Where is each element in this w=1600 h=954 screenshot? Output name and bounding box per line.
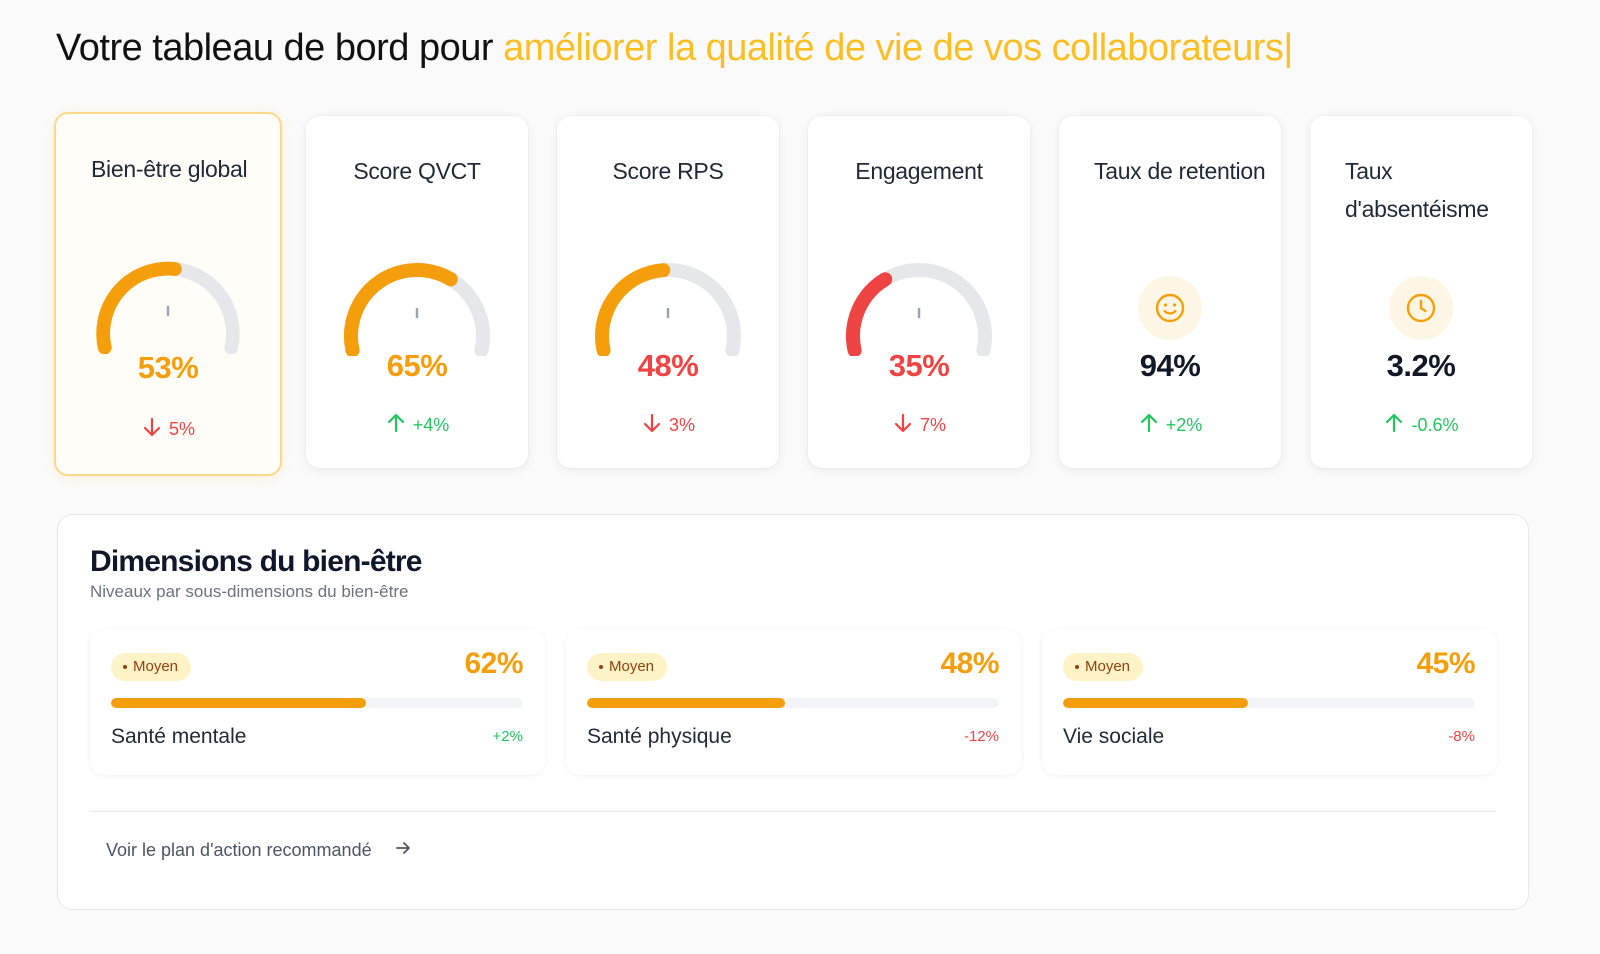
kpi-value: 94% [1139,348,1201,383]
kpi-cards: Bien-être global 53% 5% Score QVCT 65% +… [54,112,1562,480]
kpi-delta-value: 7% [919,415,946,435]
gauge [344,263,490,356]
kpi-delta: +2% [1059,412,1281,439]
gauge [595,263,741,356]
title-prefix: Votre tableau de bord pour [56,27,494,69]
progress-fill [1063,698,1249,708]
gauge-fill [344,263,458,356]
dot-icon [123,665,127,669]
page-title: Votre tableau de bord pour améliorer la … [56,22,1293,74]
gauge [846,263,992,356]
kpi-card-retention[interactable]: Taux de retention 94% +2% [1059,116,1281,468]
dimension-percent: 45% [1416,647,1475,680]
progress-bar [587,698,999,708]
progress-fill [587,698,785,708]
progress-fill [111,698,367,708]
kpi-value: 65% [386,348,448,383]
gauge [96,261,240,354]
badge-label: Moyen [609,658,655,675]
kpi-delta: -0.6% [1310,412,1532,439]
divider [90,811,1496,812]
badge-label: Moyen [133,658,179,675]
kpi-card-absenteisme[interactable]: Taux d'absentéisme 3.2% -0.6% [1310,116,1532,468]
clock-icon [1389,276,1453,340]
typing-caret: | [1283,27,1293,69]
arrow-down-icon [892,412,914,439]
kpi-delta: 5% [56,416,280,443]
kpi-title: Taux d'absentéisme [1345,158,1489,222]
kpi-value: 35% [888,348,950,383]
dot-icon [599,665,603,669]
dimension-card-sante-mentale[interactable]: Moyen 62% Santé mentale +2% [90,629,545,775]
action-plan-link[interactable]: Voir le plan d'action recommandé [106,839,412,862]
progress-bar [111,698,523,708]
status-badge: Moyen [1063,653,1144,681]
dimension-percent: 48% [940,647,999,680]
kpi-card-qvct[interactable]: Score QVCT 65% +4% [306,116,528,468]
arrow-up-icon [1383,412,1405,439]
kpi-delta: 7% [808,412,1030,439]
section-subtitle: Niveaux par sous-dimensions du bien-être [90,582,409,601]
kpi-delta: 3% [557,412,779,439]
kpi-title: Score QVCT [353,158,481,184]
kpi-title: Bien-être global [91,156,248,182]
gauge-fill [595,263,671,356]
dimension-name: Vie sociale [1063,725,1165,748]
gauge-fill [846,272,893,356]
kpi-delta-value: +4% [412,415,450,435]
dimension-change: -8% [1448,728,1475,745]
kpi-delta-value: 5% [168,419,195,439]
dimension-card-vie-sociale[interactable]: Moyen 45% Vie sociale -8% [1042,629,1497,775]
gauge-fill [96,261,182,354]
kpi-value: 3.2% [1386,348,1456,383]
dimensions-panel: Dimensions du bien-être Niveaux par sous… [57,514,1529,910]
dimension-name: Santé mentale [111,725,247,748]
dimension-change: -12% [963,728,999,745]
dimension-percent: 62% [464,647,523,680]
kpi-title: Engagement [855,158,983,184]
kpi-card-rps[interactable]: Score RPS 48% 3% [557,116,779,468]
section-title: Dimensions du bien-être [90,545,422,578]
kpi-delta-value: 3% [668,415,695,435]
kpi-value: 48% [637,348,699,383]
dimension-name: Santé physique [587,725,732,748]
kpi-delta-value: +2% [1165,415,1203,435]
progress-bar [1063,698,1475,708]
dot-icon [1075,665,1079,669]
kpi-title: Taux de retention [1094,158,1266,184]
kpi-card-bien-etre[interactable]: Bien-être global 53% 5% [54,112,282,476]
arrow-up-icon [1138,412,1160,439]
kpi-title: Score RPS [612,158,724,184]
status-badge: Moyen [111,653,192,681]
dimension-change: +2% [492,728,523,745]
badge-label: Moyen [1085,658,1131,675]
arrow-down-icon [641,412,663,439]
kpi-delta-value: -0.6% [1411,415,1459,435]
dimension-card-sante-physique[interactable]: Moyen 48% Santé physique -12% [566,629,1021,775]
arrow-up-icon [385,412,407,439]
kpi-card-engagement[interactable]: Engagement 35% 7% [808,116,1030,468]
kpi-delta: +4% [306,412,528,439]
title-accent: améliorer la qualité de vie de vos colla… [503,27,1284,69]
smiley-icon [1138,276,1202,340]
kpi-value: 53% [137,350,199,385]
status-badge: Moyen [587,653,668,681]
action-plan-label: Voir le plan d'action recommandé [106,840,372,860]
arrow-right-icon [394,839,412,862]
arrow-down-icon [141,416,163,443]
